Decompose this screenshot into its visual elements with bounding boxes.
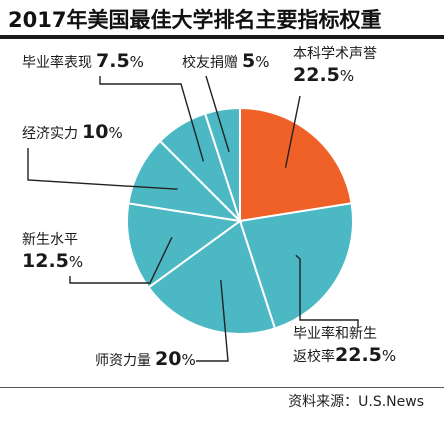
- slice-label-undergrad-reputation: 本科学术声誉 22.5%: [293, 46, 377, 87]
- slice-label-financial: 经济实力 10%: [22, 121, 123, 145]
- title-rule: [0, 35, 444, 39]
- slice-label-name: 师资力量: [95, 353, 151, 369]
- slice-label-value: 20%: [155, 348, 196, 370]
- slice-label-name: 校友捐赠: [182, 55, 238, 71]
- leader-line-5: [99, 76, 205, 162]
- leader-line-1: [295, 254, 359, 328]
- slice-label-value: 7.5%: [96, 50, 144, 72]
- slice-label-value: 10%: [82, 121, 123, 143]
- pie-slice-4: [127, 139, 243, 223]
- slice-label-graduation-retention: 毕业率和新生 返校率22.5%: [293, 326, 396, 367]
- slice-label-value: 12.5%: [22, 249, 84, 272]
- slice-label-name: 新生水平: [22, 232, 78, 248]
- leader-line-6: [205, 75, 230, 153]
- slice-label-name: 毕业率表现: [22, 55, 92, 71]
- slice-label-name: 毕业率和新生: [293, 326, 377, 342]
- pie-slice-0: [239, 106, 353, 223]
- slice-label-faculty: 师资力量 20%: [95, 348, 196, 372]
- leader-line-0: [284, 95, 301, 168]
- slice-label-alumni-giving: 校友捐赠 5%: [182, 50, 270, 74]
- slice-label-name: 经济实力: [22, 126, 78, 142]
- pie-slice-3: [126, 202, 243, 289]
- slice-label-value: 5%: [242, 50, 270, 72]
- pie-slice-6: [203, 106, 241, 222]
- slice-label-value: 22.5%: [293, 63, 355, 86]
- source-note: 资料来源：U.S.News: [288, 394, 424, 410]
- chart-title: 2017年美国最佳大学排名主要指标权重: [8, 8, 382, 32]
- slice-label-name-line2: 返校率: [293, 348, 335, 365]
- leader-line-2: [196, 280, 229, 362]
- footer-rule: [0, 387, 444, 388]
- pie-slice-1: [238, 202, 354, 330]
- slice-label-value: 22.5%: [335, 343, 397, 366]
- slice-label-freshman-quality: 新生水平 12.5%: [22, 232, 83, 273]
- pie-slice-2: [147, 219, 277, 335]
- slice-label-name: 本科学术声誉: [293, 46, 377, 62]
- leader-line-3: [69, 237, 173, 284]
- leader-line-4: [27, 148, 178, 190]
- slice-label-graduation-performance: 毕业率表现 7.5%: [22, 50, 144, 74]
